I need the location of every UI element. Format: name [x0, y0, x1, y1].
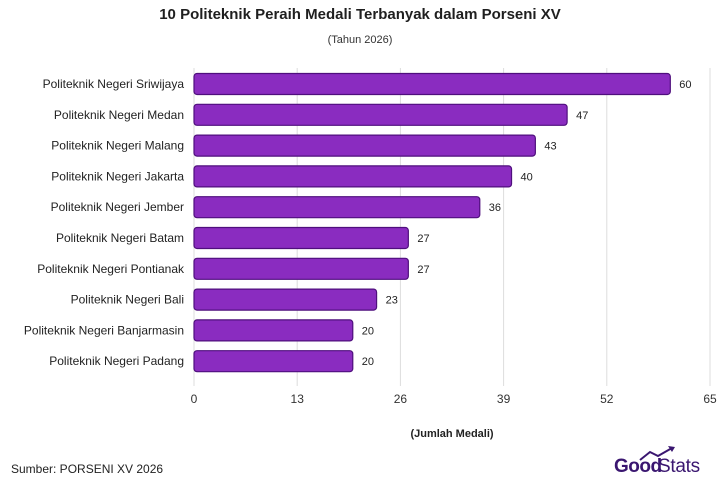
- logo-good-text: Good: [614, 456, 662, 477]
- logo-stats-text: Stats: [658, 456, 700, 477]
- category-label: Politeknik Negeri Batam: [56, 231, 184, 245]
- category-label: Politeknik Negeri Padang: [49, 354, 184, 368]
- bar: [193, 165, 513, 188]
- bar: [193, 226, 409, 250]
- value-label: 43: [544, 141, 556, 153]
- value-label: 47: [576, 110, 588, 122]
- x-tick-label: 0: [191, 392, 198, 406]
- bar: [193, 134, 536, 157]
- logo-trend-icon: [639, 446, 675, 461]
- category-label: Politeknik Negeri Banjarmasin: [24, 323, 184, 337]
- x-tick-label: 65: [703, 392, 717, 406]
- bar: [193, 103, 568, 126]
- value-label: 60: [679, 79, 691, 91]
- x-tick-label: 26: [394, 392, 408, 406]
- category-label: Politeknik Negeri Sriwijaya: [43, 77, 185, 91]
- value-label: 27: [417, 264, 429, 276]
- chart-subtitle: (Tahun 2026): [327, 34, 393, 46]
- category-label: Politeknik Negeri Pontianak: [37, 262, 185, 276]
- category-label: Politeknik Negeri Bali: [71, 293, 184, 307]
- source-note: Sumber: PORSENI XV 2026: [11, 462, 164, 476]
- goodstats-logo: Good Stats: [614, 446, 714, 480]
- value-label: 36: [489, 202, 501, 214]
- bar: [193, 196, 481, 219]
- category-label: Politeknik Negeri Malang: [51, 139, 184, 153]
- chart-title: 10 Politeknik Peraih Medali Terbanyak da…: [159, 6, 561, 23]
- x-tick-label: 13: [291, 392, 305, 406]
- x-axis-title: (Jumlah Medali): [410, 428, 493, 440]
- value-label: 40: [521, 171, 533, 183]
- x-tick-label: 39: [497, 392, 511, 406]
- bar: [193, 288, 378, 311]
- bar: [193, 319, 354, 342]
- value-label: 20: [362, 325, 374, 337]
- category-label: Politeknik Negeri Jakarta: [51, 169, 184, 183]
- bar: [193, 257, 409, 280]
- bar: [193, 72, 671, 96]
- bar: [193, 350, 354, 373]
- value-label: 27: [417, 233, 429, 245]
- x-tick-label: 52: [600, 392, 614, 406]
- value-label: 20: [362, 356, 374, 368]
- category-label: Politeknik Negeri Jember: [51, 200, 184, 214]
- category-label: Politeknik Negeri Medan: [54, 108, 184, 122]
- value-label: 23: [386, 295, 398, 307]
